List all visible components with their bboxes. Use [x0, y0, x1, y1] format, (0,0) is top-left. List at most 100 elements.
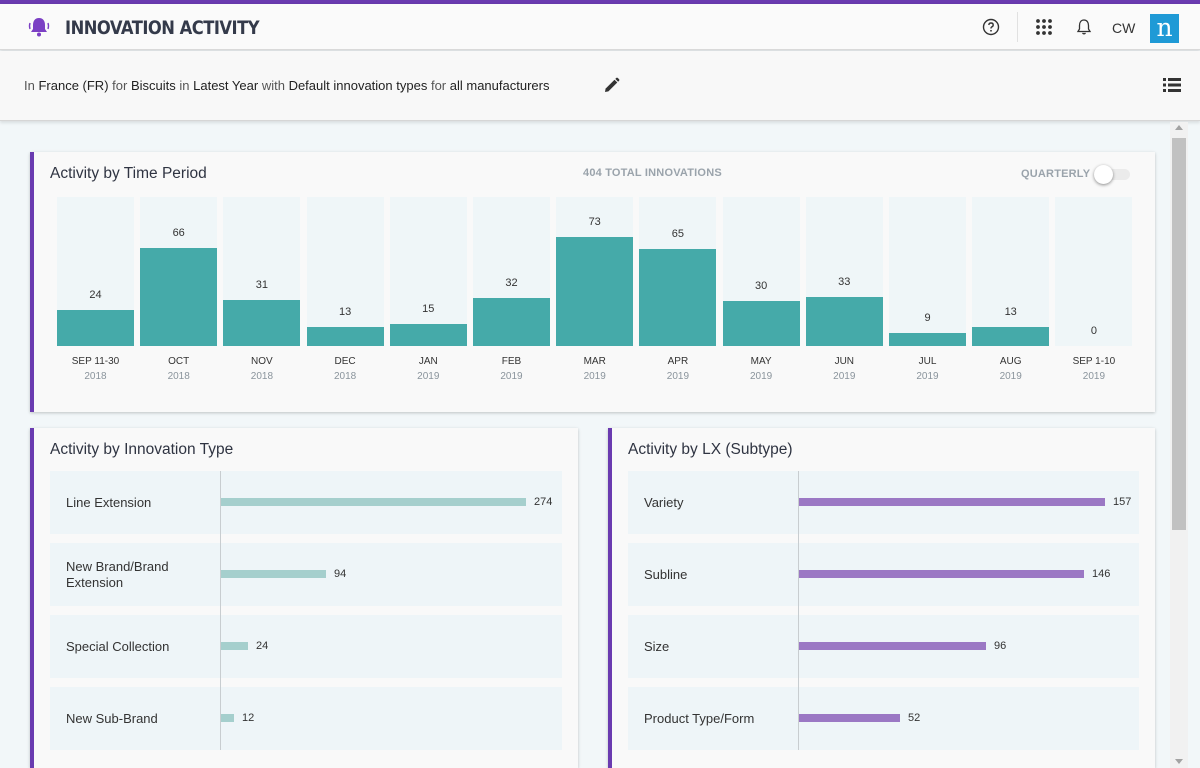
chart-column[interactable] — [805, 197, 883, 346]
bar-value-label: 24 — [89, 289, 102, 302]
chart-bar[interactable] — [889, 333, 966, 346]
notifications-button[interactable] — [1072, 15, 1096, 39]
period-year-label: 2019 — [749, 371, 773, 382]
brand-logo: n — [1150, 14, 1179, 43]
chart-column[interactable] — [306, 197, 384, 346]
chart-bar[interactable] — [805, 297, 883, 346]
bar-value-label: 30 — [754, 280, 768, 293]
horizontal-bar[interactable] — [221, 714, 234, 722]
filter-period[interactable]: Latest Year — [193, 78, 259, 93]
period-label: MAY — [750, 356, 772, 367]
row-category-label: Product Type/Form — [644, 711, 755, 726]
period-label: SEP 11-30 — [71, 356, 120, 367]
period-year-label: 2018 — [333, 371, 357, 382]
total-innovations: 404 TOTAL INNOVATIONS — [583, 167, 722, 179]
period-label: FEB — [501, 356, 522, 367]
bar-value-label: 73 — [588, 216, 601, 229]
chart-column[interactable] — [972, 197, 1050, 346]
bar-value-label: 32 — [505, 277, 518, 290]
bar-value-label: 96 — [994, 640, 1007, 652]
chart-axis-line — [220, 471, 221, 750]
bar-value-label: 274 — [534, 496, 553, 508]
row-category-label: Size — [644, 639, 670, 654]
bar-value-label: 15 — [422, 302, 435, 315]
bar-value-label: 66 — [172, 226, 185, 239]
scrollbar-thumb[interactable] — [1172, 138, 1186, 530]
period-year-label: 2018 — [167, 371, 190, 382]
chart-column[interactable] — [1055, 197, 1133, 346]
horizontal-bar[interactable] — [799, 642, 986, 650]
period-year-label: 2019 — [666, 371, 690, 382]
period-year-label: 2019 — [833, 371, 856, 382]
filter-text: for — [112, 78, 128, 93]
edit-pencil-icon[interactable] — [603, 77, 620, 94]
list-view-icon[interactable] — [1163, 77, 1181, 93]
header-divider — [1017, 12, 1018, 42]
chart-column[interactable] — [722, 197, 800, 346]
filter-category[interactable]: Biscuits — [130, 78, 176, 93]
chart-column[interactable] — [473, 197, 550, 346]
apps-grid-icon — [1036, 19, 1052, 35]
horizontal-bar[interactable] — [221, 498, 526, 506]
period-year-label: 2018 — [250, 371, 274, 382]
toggle-knob — [1094, 165, 1113, 184]
chart-bar[interactable] — [473, 298, 550, 346]
bar-value-label: 13 — [338, 305, 352, 318]
quarterly-toggle[interactable] — [1094, 165, 1130, 184]
chart-bar[interactable] — [722, 301, 800, 346]
row-category-label: New Sub-Brand — [66, 711, 158, 726]
row-category-label: Subline — [644, 567, 688, 582]
help-button[interactable] — [979, 15, 1003, 39]
chart-bar[interactable] — [389, 324, 467, 346]
chart-bar[interactable] — [223, 300, 301, 346]
horizontal-bar[interactable] — [799, 714, 900, 722]
period-year-label: 2019 — [583, 371, 606, 382]
chart-bar[interactable] — [140, 248, 218, 346]
bar-value-label: 24 — [256, 640, 269, 652]
row-category-label: New Brand/Brand Extension — [66, 559, 169, 590]
bar-value-label: 52 — [908, 712, 921, 724]
horizontal-bar[interactable] — [221, 642, 248, 650]
bell-app-icon — [28, 18, 50, 37]
chart-bar[interactable] — [639, 249, 717, 346]
period-label: AUG — [999, 356, 1022, 367]
filter-summary: In France (FR) for Biscuits in Latest Ye… — [24, 78, 549, 93]
period-year-label: 2019 — [417, 371, 440, 382]
top-accent-stripe — [0, 0, 1200, 4]
chart-column[interactable] — [889, 197, 966, 346]
period-year-label: 2019 — [500, 371, 523, 382]
period-year-label: 2018 — [84, 371, 107, 382]
horizontal-bar[interactable] — [799, 498, 1105, 506]
apps-menu-button[interactable] — [1032, 15, 1056, 39]
bar-value-label: 157 — [1113, 496, 1132, 508]
chart-column[interactable] — [639, 197, 717, 346]
filter-market[interactable]: France (FR) — [38, 78, 109, 93]
chart-column[interactable] — [57, 197, 134, 346]
row-category-label: Line Extension — [66, 495, 152, 510]
user-initials[interactable]: CW — [1112, 20, 1136, 36]
toggle-track — [1102, 169, 1130, 180]
filter-text: with — [261, 78, 285, 93]
filter-innovation-types[interactable]: Default innovation types — [288, 78, 428, 93]
horizontal-bar[interactable] — [799, 570, 1084, 578]
chart-row[interactable]: Product Type/Form — [628, 687, 1139, 750]
horizontal-bar[interactable] — [221, 570, 326, 578]
chart-row[interactable]: Special Collection — [50, 615, 562, 678]
chart-bar[interactable] — [306, 327, 384, 346]
chart-bar[interactable] — [972, 327, 1050, 346]
filter-text: in — [179, 78, 190, 93]
chart-bar[interactable] — [556, 237, 634, 346]
chart-row[interactable]: New Sub-Brand — [50, 687, 562, 750]
scroll-down-icon[interactable] — [1175, 759, 1183, 764]
card-title: Activity by Time Period — [50, 165, 207, 182]
scroll-up-icon[interactable] — [1175, 125, 1183, 130]
chart-column[interactable] — [556, 197, 634, 346]
period-label: SEP 1-10 — [1072, 356, 1116, 367]
chart-column[interactable] — [223, 197, 301, 346]
bar-value-label: 13 — [1004, 305, 1017, 318]
chart-bar[interactable] — [57, 310, 134, 346]
chart-column[interactable] — [140, 197, 218, 346]
quarterly-toggle-label: QUARTERLY — [1021, 168, 1091, 180]
chart-column[interactable] — [389, 197, 467, 346]
filter-manufacturers[interactable]: all manufacturers — [449, 78, 550, 93]
